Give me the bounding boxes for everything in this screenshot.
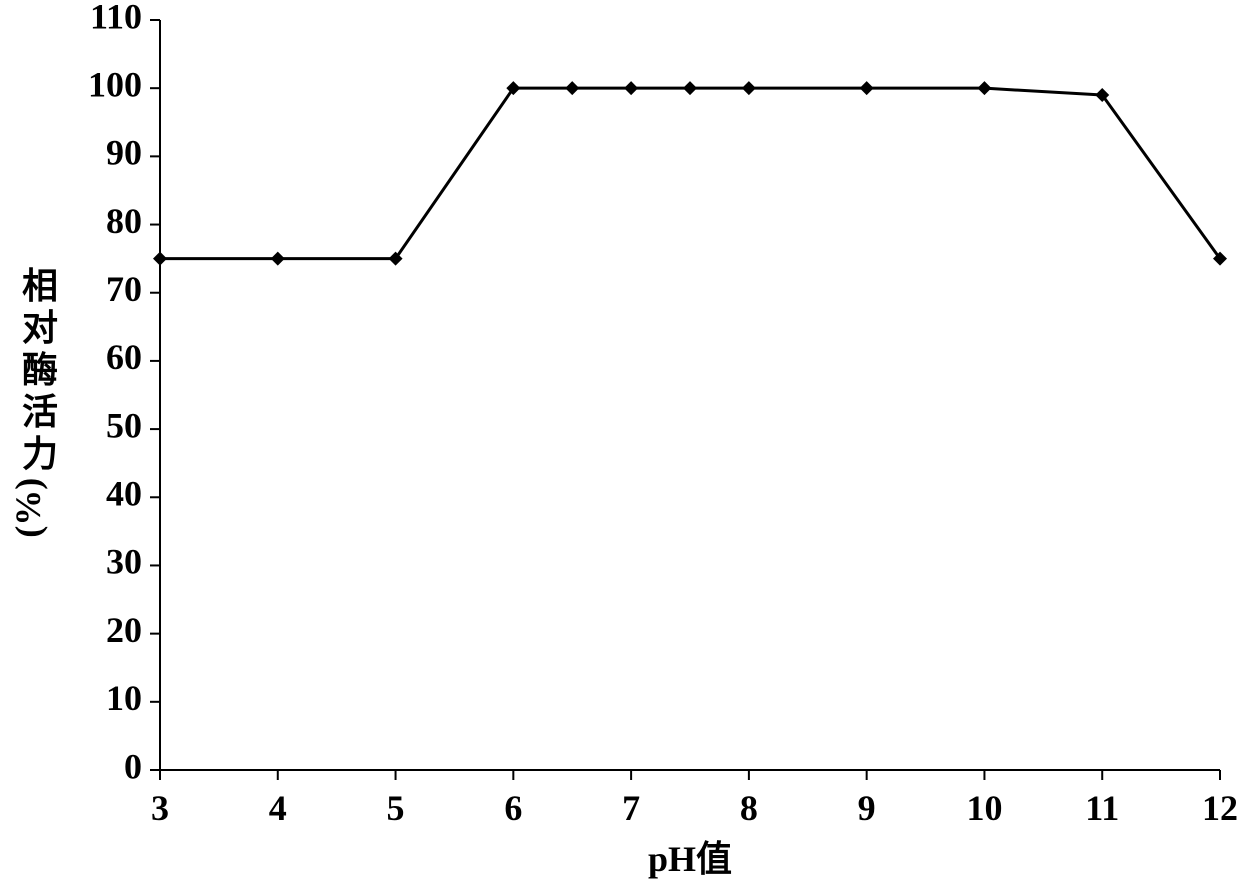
y-tick-label: 100 xyxy=(88,64,142,104)
x-tick-label: 7 xyxy=(622,788,640,828)
y-tick-label: 50 xyxy=(106,405,142,445)
y-axis-label-unit: (%) xyxy=(8,478,48,538)
y-tick-label: 110 xyxy=(90,0,142,36)
x-tick-label: 4 xyxy=(269,788,287,828)
x-axis-label: pH值 xyxy=(648,839,732,879)
x-tick-label: 8 xyxy=(740,788,758,828)
y-tick-label: 10 xyxy=(106,678,142,718)
y-tick-label: 0 xyxy=(124,746,142,786)
y-axis-label-glyph: 相 xyxy=(22,266,58,306)
x-tick-label: 5 xyxy=(387,788,405,828)
x-tick-label: 3 xyxy=(151,788,169,828)
x-tick-label: 9 xyxy=(858,788,876,828)
x-tick-label: 6 xyxy=(504,788,522,828)
y-axis-label-glyph: 活 xyxy=(22,392,58,432)
y-tick-label: 80 xyxy=(106,201,142,241)
chart-background xyxy=(0,0,1240,889)
y-axis-label-glyph: 酶 xyxy=(22,350,58,390)
y-tick-label: 70 xyxy=(106,269,142,309)
y-tick-label: 20 xyxy=(106,610,142,650)
x-tick-label: 12 xyxy=(1202,788,1238,828)
ph-activity-chart: 0 10 20 30 40 50 60 70 80 90 100 110 3 4 5 6 7 8 9 10 11 12 pH… xyxy=(0,0,1240,889)
y-axis-label-glyph: 对 xyxy=(22,308,58,348)
chart-svg: 0 10 20 30 40 50 60 70 80 90 100 110 3 4 5 6 7 8 9 10 11 12 pH… xyxy=(0,0,1240,889)
y-tick-label: 90 xyxy=(106,133,142,173)
y-axis-label-glyph: 力 xyxy=(22,434,58,474)
y-tick-label: 60 xyxy=(106,337,142,377)
y-tick-label: 30 xyxy=(106,542,142,582)
x-tick-label: 10 xyxy=(966,788,1002,828)
y-tick-label: 40 xyxy=(106,474,142,514)
x-tick-label: 11 xyxy=(1085,788,1119,828)
